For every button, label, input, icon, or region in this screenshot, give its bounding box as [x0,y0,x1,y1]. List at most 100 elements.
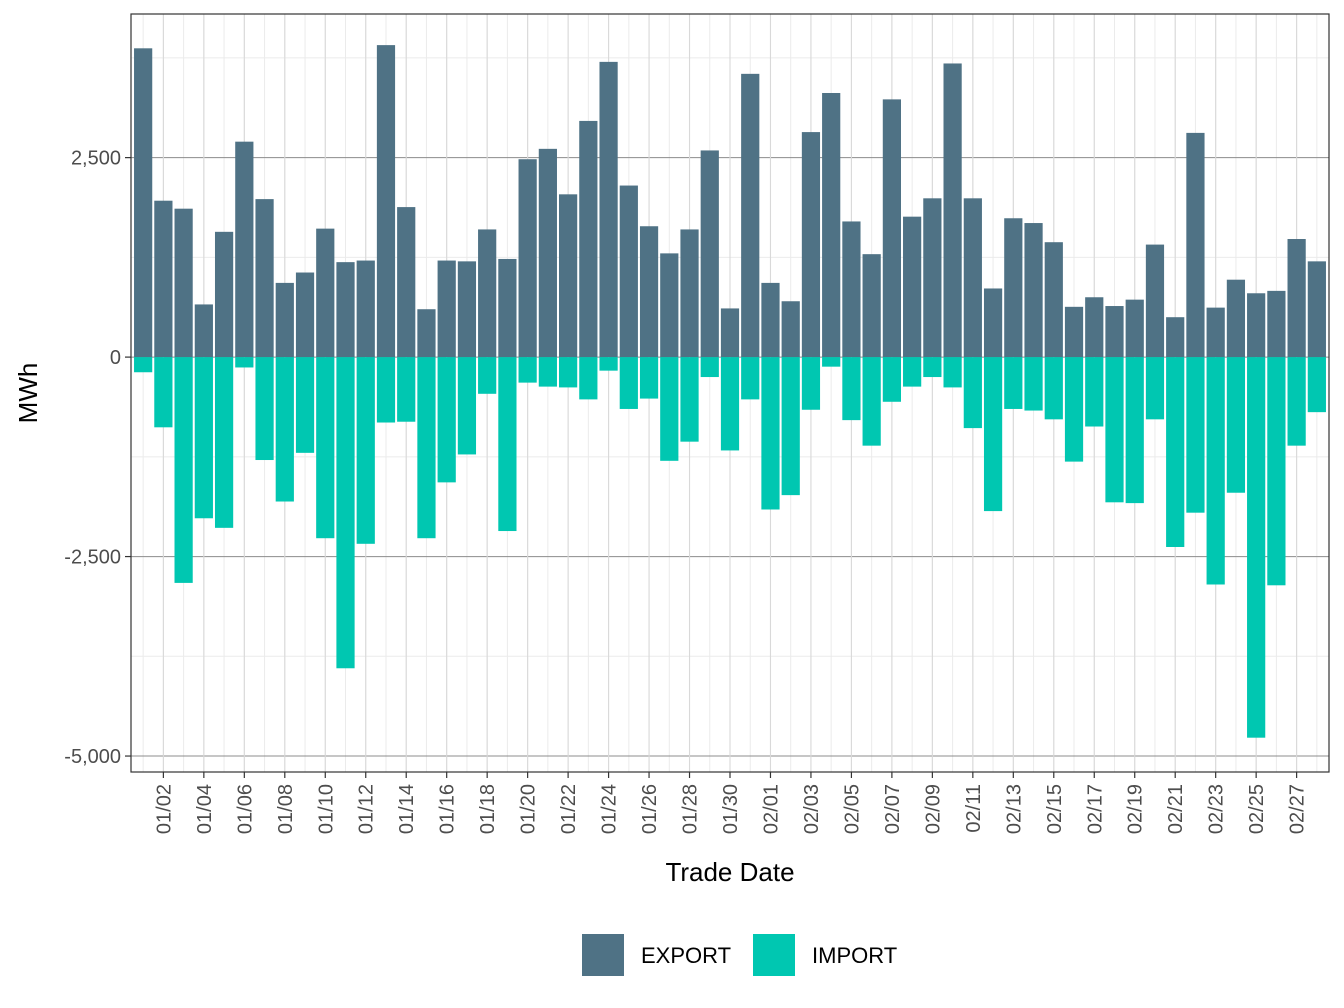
bar-export [1307,261,1326,358]
bar-import [619,357,638,409]
y-tick-label: 2,500 [71,148,121,170]
bar-import [214,357,234,528]
x-tick-label: 02/01 [760,784,782,834]
bar-import [1024,357,1043,411]
bar-import [1004,357,1023,409]
x-tick-label: 02/11 [963,784,985,833]
bar-export [862,254,881,358]
x-tick-label: 01/22 [558,784,580,834]
bar-import [720,357,740,451]
bar-export [275,282,294,358]
bar-export [154,200,173,358]
x-tick-label: 01/16 [437,784,459,834]
bar-export [235,141,254,358]
bar-export [1105,306,1124,358]
x-tick-label: 01/24 [599,784,621,834]
bar-import [174,357,193,583]
x-tick-label: 02/27 [1287,784,1309,834]
bar-import [397,357,416,422]
x-tick-label: 02/13 [1003,784,1025,834]
bar-export [437,260,456,358]
x-tick-label: 02/21 [1165,784,1187,834]
bar-export [761,282,780,358]
bar-import [1267,357,1286,586]
bar-export [498,258,517,358]
bar-export [1085,297,1104,358]
bar-export [741,73,760,358]
bar-export [1166,317,1185,358]
x-tick-label: 01/08 [275,784,297,834]
bar-export [842,221,861,358]
x-tick-label: 02/07 [882,784,904,834]
bar-import [1145,357,1165,420]
legend-swatch-export [582,934,624,976]
bar-import [1064,357,1084,462]
bar-export [619,185,638,358]
bar-import [842,357,861,421]
bar-import [518,357,537,383]
bar-import [963,357,982,429]
bar-import [154,357,173,428]
bar-import [1287,357,1306,446]
bar-import [478,357,497,394]
x-tick-label: 02/25 [1246,784,1268,834]
legend-label-export: EXPORT [641,943,731,968]
bar-import [498,357,517,532]
x-tick-label: 01/12 [356,784,378,834]
bar-export [943,63,962,358]
bar-export [660,253,679,358]
bar-export [134,48,153,358]
bar-export [1186,132,1205,358]
bar-export [376,45,396,358]
bar-import [295,357,315,453]
bar-export [1125,299,1144,358]
bar-export [1287,239,1306,358]
bar-export [478,229,497,358]
y-axis-title: MWh [13,363,43,424]
bar-export [559,194,578,358]
bar-import [1166,357,1185,547]
legend-label-import: IMPORT [812,943,897,968]
bar-import [376,357,396,423]
bar-import [801,357,821,410]
bar-export [1044,242,1063,358]
bar-export [316,228,335,358]
bar-export [720,308,740,358]
bar-import [235,357,254,368]
x-tick-label: 02/23 [1206,784,1228,834]
bar-export [680,229,699,358]
bar-export [1226,279,1246,358]
bar-import [882,357,901,402]
bar-import [923,357,942,378]
bar-export [923,198,942,358]
bar-import [1105,357,1124,503]
x-tick-label: 02/19 [1125,784,1147,834]
bar-import [437,357,456,483]
bar-import [862,357,881,446]
bar-export [599,61,618,358]
bar-import [194,357,213,519]
bar-export [538,148,557,358]
bar-export [1004,218,1023,358]
bar-export [1206,307,1225,358]
bar-export [457,261,477,358]
bar-import [1206,357,1225,585]
bar-import [255,357,274,461]
bar-import [1044,357,1063,420]
bar-import [903,357,922,387]
x-tick-label: 01/06 [234,784,256,834]
bar-export [801,132,821,358]
bar-export [1267,290,1286,358]
bar-import [1307,357,1326,413]
x-tick-label: 01/28 [680,784,702,834]
bar-export [214,231,234,358]
y-tick-label: -5,000 [64,746,121,768]
bar-import [134,357,153,373]
x-tick-label: 01/18 [477,784,499,834]
bar-export [397,207,416,358]
x-axis: 01/02 01/04 01/06 01/08 01/10 01/12 01/14 01/16… [153,772,1309,834]
bar-export [1247,293,1266,358]
x-tick-label: 01/10 [315,784,337,834]
